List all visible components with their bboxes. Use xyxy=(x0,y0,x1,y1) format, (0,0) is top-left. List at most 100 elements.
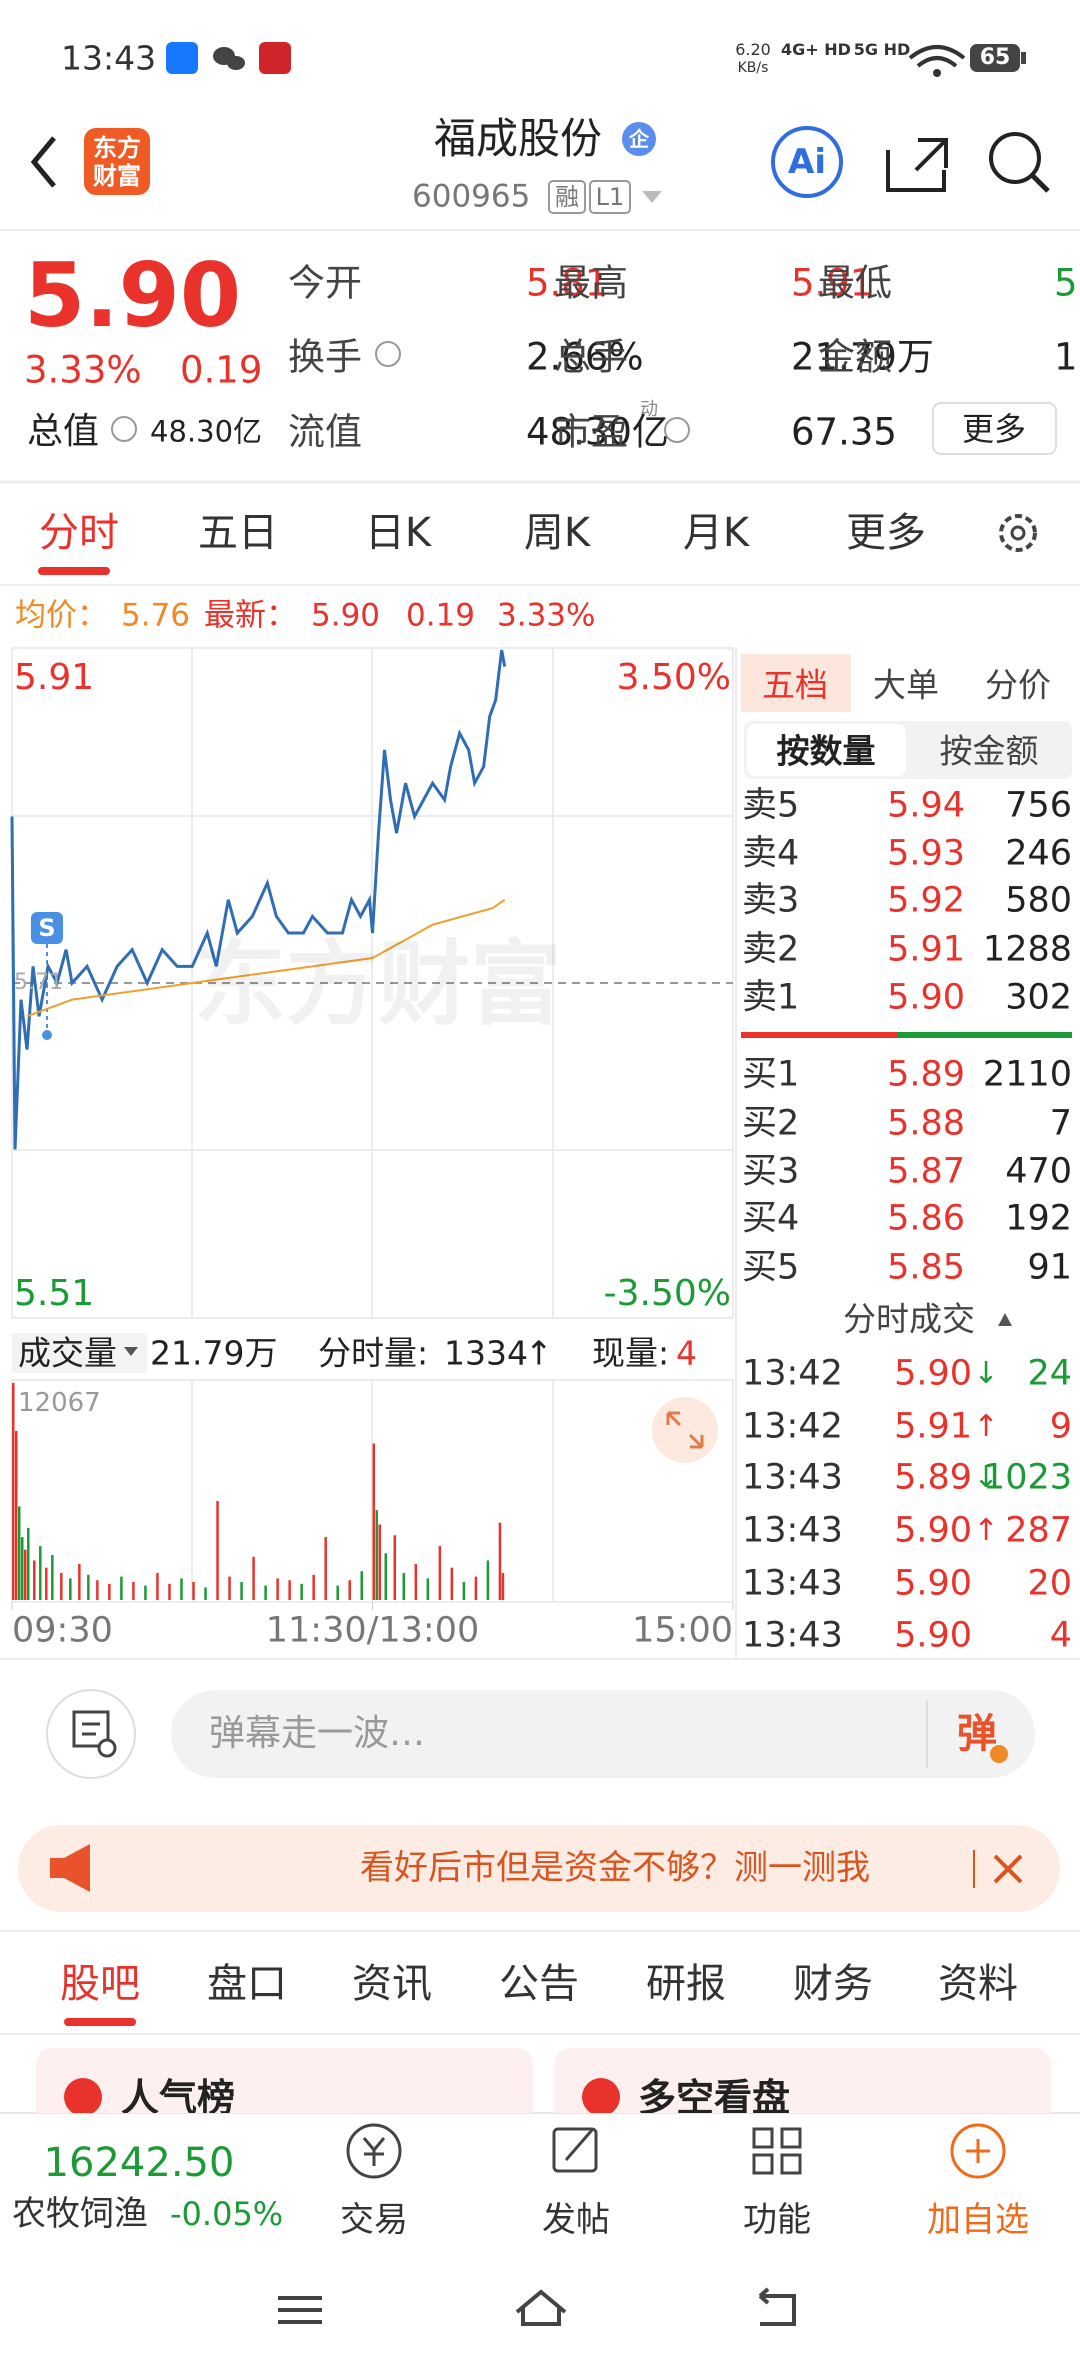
field-value: 1.25亿 xyxy=(1054,335,1080,379)
text: 动 xyxy=(640,399,658,420)
text[interactable]: Ai xyxy=(788,142,826,182)
search-icon[interactable] xyxy=(1030,173,1050,193)
tab[interactable]: 股吧 xyxy=(60,1961,140,2007)
field-label: 总手 xyxy=(554,335,628,379)
text: 财富 xyxy=(93,162,141,190)
field-value: 5.81 xyxy=(526,261,609,305)
volume-bar xyxy=(78,1564,81,1600)
book-tab[interactable]: 分价 xyxy=(985,665,1051,705)
text[interactable]: 人气榜 xyxy=(121,2076,236,2113)
text: 5.90 xyxy=(311,597,381,634)
bottom-icons[interactable] xyxy=(346,2123,1006,2179)
action[interactable]: 功能 xyxy=(743,2200,811,2240)
volume-bar xyxy=(156,1573,159,1600)
tab[interactable]: 研报 xyxy=(646,1961,726,2007)
text[interactable]: 弹幕走一波… xyxy=(209,1713,426,1754)
volume-bar xyxy=(228,1576,231,1600)
text: 1288 xyxy=(982,929,1072,970)
banner[interactable] xyxy=(18,1825,1060,1912)
tab-underline xyxy=(38,567,110,575)
status-icons xyxy=(166,42,1026,77)
text[interactable]: 按金额 xyxy=(939,731,1039,771)
tab[interactable]: 分时 xyxy=(39,510,119,556)
field-value: 21.79万 xyxy=(791,335,934,379)
volume-bar xyxy=(132,1582,135,1600)
tab[interactable]: 五日 xyxy=(198,510,278,556)
tag-box xyxy=(589,180,631,214)
card[interactable] xyxy=(554,2048,1051,2113)
book-tab[interactable]: 大单 xyxy=(873,665,939,705)
cards: 人气榜 多空看盘 xyxy=(0,2048,1080,2113)
text[interactable]: 弹 xyxy=(957,1711,997,1757)
tab[interactable]: 财务 xyxy=(793,1961,873,2007)
text: 买5 xyxy=(742,1247,800,1288)
text: 买3 xyxy=(742,1151,800,1192)
action[interactable]: 加自选 xyxy=(927,2200,1029,2240)
search-icon[interactable] xyxy=(989,132,1041,184)
text[interactable]: 看好后市但是资金不够？测一测我 xyxy=(360,1848,870,1888)
tab[interactable]: 月K xyxy=(682,510,750,556)
action[interactable]: 交易 xyxy=(340,2200,408,2240)
text: 东方 xyxy=(93,134,141,162)
text: 农牧饲渔 xyxy=(12,2194,148,2234)
price-line xyxy=(10,649,507,1150)
text: 580 xyxy=(1005,880,1072,921)
expand-button[interactable] xyxy=(652,1397,718,1463)
dropdown-icon[interactable] xyxy=(642,191,662,203)
text: 卖4 xyxy=(742,833,800,874)
volume-bar xyxy=(312,1574,315,1600)
text[interactable]: 更多 xyxy=(961,410,1027,448)
text[interactable]: 多空看盘 xyxy=(638,2076,791,2113)
nav-bar[interactable] xyxy=(278,2287,796,2326)
volume-bar xyxy=(348,1580,351,1600)
badge xyxy=(622,122,656,156)
tab[interactable]: 日K xyxy=(364,510,432,556)
action[interactable]: 发帖 xyxy=(542,2200,610,2240)
field-label: 今开 xyxy=(288,261,362,305)
text: 13:42 xyxy=(742,1406,843,1447)
more-button[interactable] xyxy=(932,402,1057,455)
text: 192 xyxy=(1005,1198,1072,1239)
card[interactable] xyxy=(36,2048,533,2113)
text: 4G+ HD xyxy=(781,40,851,59)
volume-bar xyxy=(360,1571,363,1600)
logo xyxy=(84,128,150,195)
text: 287 xyxy=(1005,1510,1072,1551)
ai-button[interactable] xyxy=(771,126,843,198)
tab[interactable]: 资料 xyxy=(938,1961,1018,2007)
text: 2110 xyxy=(982,1054,1072,1095)
field-value: 5.59 xyxy=(1054,261,1080,305)
field-label: 流值 xyxy=(288,410,362,454)
share-icon[interactable] xyxy=(886,138,948,192)
signal-marker[interactable] xyxy=(31,912,63,944)
volume-selector[interactable] xyxy=(12,1333,147,1373)
text: 5.89 xyxy=(887,1054,965,1095)
tab[interactable]: 周K xyxy=(523,510,591,556)
text: 3.33% xyxy=(497,597,596,634)
comment-input[interactable] xyxy=(171,1690,1035,1778)
text[interactable]: 按数量 xyxy=(776,731,876,771)
text: 7 xyxy=(1049,1103,1072,1144)
book-tab[interactable]: 五档 xyxy=(762,665,828,705)
volume-bar xyxy=(39,1546,42,1600)
info-icon[interactable] xyxy=(664,417,690,443)
text[interactable]: 成交量 xyxy=(18,1333,117,1373)
tab[interactable]: 更多 xyxy=(846,510,926,556)
tab[interactable]: 盘口 xyxy=(207,1961,287,2007)
tab[interactable]: 公告 xyxy=(499,1961,579,2007)
info-icon[interactable] xyxy=(111,416,137,442)
text: 4 xyxy=(676,1333,697,1373)
close-icon[interactable] xyxy=(993,1854,1023,1884)
y2-tick-label: 3.50% xyxy=(616,657,731,698)
text: 13:43 xyxy=(742,1615,843,1656)
settings-icon[interactable] xyxy=(999,514,1037,552)
info-icon[interactable] xyxy=(375,341,401,367)
tab[interactable]: 资讯 xyxy=(352,1961,432,2007)
volume-bar xyxy=(120,1576,123,1600)
text: 5.85 xyxy=(887,1247,965,1288)
text: 1334 xyxy=(444,1333,528,1373)
text: 13:43 xyxy=(742,1563,843,1604)
back-icon[interactable] xyxy=(30,136,56,188)
field-value: 2.66% xyxy=(526,335,644,379)
